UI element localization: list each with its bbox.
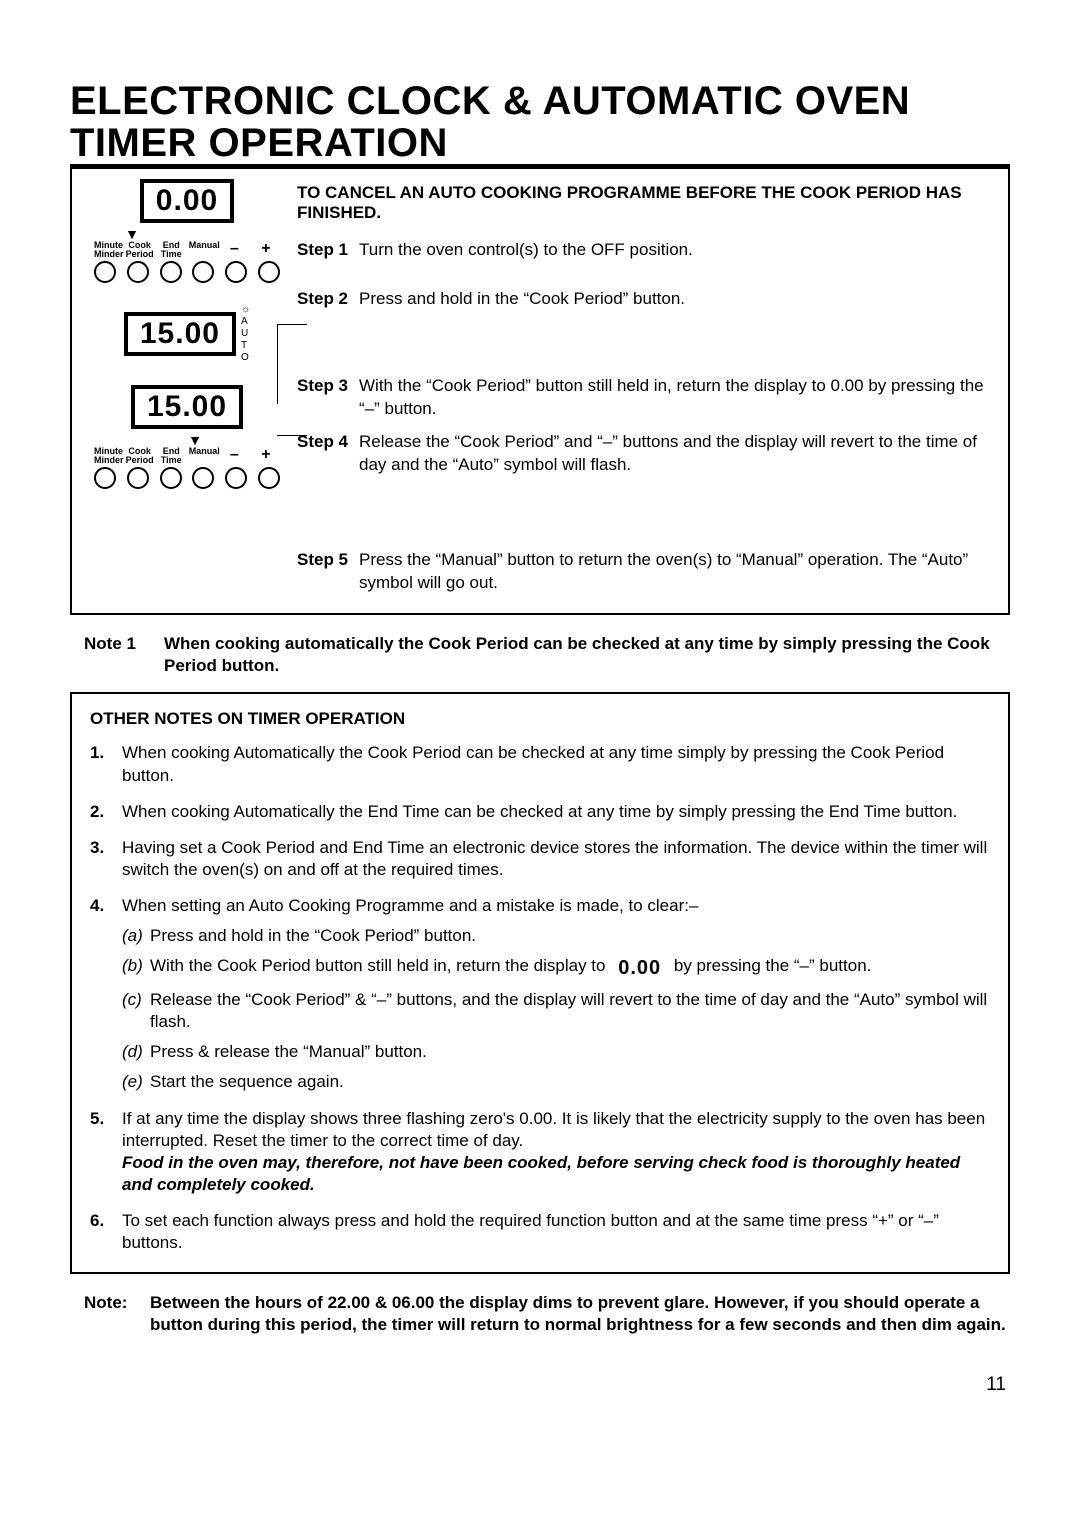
cancel-programme-box: 0.00 ▼ Minute Minder Cook Period End Tim…	[70, 167, 1010, 615]
item-number: 6.	[90, 1210, 122, 1254]
note-label: Note 1	[84, 633, 164, 679]
minus-label: –	[220, 241, 248, 259]
btn-label: End Time	[157, 447, 185, 465]
sub-text: Press and hold in the “Cook Period” butt…	[150, 925, 476, 947]
sub-letter: (b)	[122, 955, 150, 981]
arrow-down-icon: ▼	[125, 227, 139, 241]
sub-text: Release the “Cook Period” & “–” buttons,…	[150, 989, 990, 1033]
timer-knob	[160, 261, 182, 283]
step-text: Turn the oven control(s) to the OFF posi…	[359, 239, 990, 262]
timer-knob	[225, 467, 247, 489]
list-item: 2. When cooking Automatically the End Ti…	[90, 801, 990, 823]
sub-list-item: (d) Press & release the “Manual” button.	[122, 1041, 990, 1063]
warning-text: Food in the oven may, therefore, not hav…	[122, 1153, 960, 1194]
lcd-display-3: 15.00	[131, 385, 243, 429]
plus-label: +	[252, 241, 280, 259]
item-number: 3.	[90, 837, 122, 881]
note-label: Note:	[84, 1292, 150, 1336]
btn-label: Cook Period	[126, 447, 154, 465]
timer-knob	[160, 467, 182, 489]
timer-knob	[258, 261, 280, 283]
item-text: Having set a Cook Period and End Time an…	[122, 837, 990, 881]
step-row: Step 1 Turn the oven control(s) to the O…	[297, 239, 990, 262]
step-text: Press the “Manual” button to return the …	[359, 549, 990, 595]
box-subtitle: TO CANCEL AN AUTO COOKING PROGRAMME BEFO…	[297, 183, 990, 223]
timer-knob	[192, 261, 214, 283]
list-item: 3. Having set a Cook Period and End Time…	[90, 837, 990, 881]
step-row: Step 3 With the “Cook Period” button sti…	[297, 375, 990, 421]
step-text: Release the “Cook Period” and “–” button…	[359, 431, 990, 477]
step-label: Step 2	[297, 288, 359, 311]
timer-knob	[94, 261, 116, 283]
item-text: When setting an Auto Cooking Programme a…	[122, 895, 698, 917]
list-item: 5. If at any time the display shows thre…	[90, 1108, 990, 1196]
item-text: When cooking Automatically the End Time …	[122, 801, 957, 823]
lcd-display-2: 15.00	[124, 312, 236, 356]
lcd-display-1: 0.00	[140, 179, 234, 223]
timer-knob	[94, 467, 116, 489]
sub-text: Press & release the “Manual” button.	[150, 1041, 427, 1063]
timer-knob	[192, 467, 214, 489]
sub-letter: (c)	[122, 989, 150, 1033]
timer-knob	[258, 467, 280, 489]
item-number: 1.	[90, 742, 122, 786]
timer-knob	[127, 467, 149, 489]
btn-label: Cook Period	[126, 241, 154, 259]
step-label: Step 5	[297, 549, 359, 595]
timer-panel-1: 0.00 ▼ Minute Minder Cook Period End Tim…	[92, 179, 282, 283]
sub-letter: (a)	[122, 925, 150, 947]
item-number: 5.	[90, 1108, 122, 1196]
item-number: 2.	[90, 801, 122, 823]
note-2: Note: Between the hours of 22.00 & 06.00…	[84, 1292, 1010, 1336]
step-row: Step 2 Press and hold in the “Cook Perio…	[297, 288, 990, 311]
sub-letter: (e)	[122, 1071, 150, 1093]
btn-label: End Time	[157, 241, 185, 259]
timer-panel-2: 15.00 ☼AUTO	[92, 305, 282, 363]
item-text: When cooking Automatically the Cook Peri…	[122, 742, 990, 786]
note-text: When cooking automatically the Cook Peri…	[164, 633, 1010, 679]
sub-text: With the Cook Period button still held i…	[150, 955, 871, 981]
btn-label: Minute Minder	[94, 241, 122, 259]
timer-panel-3: 15.00 ▼ Minute Minder Cook Period End Ti…	[92, 385, 282, 489]
list-item: 4. When setting an Auto Cooking Programm…	[90, 895, 990, 917]
item-text: To set each function always press and ho…	[122, 1210, 990, 1254]
list-item: 6. To set each function always press and…	[90, 1210, 990, 1254]
step-text: Press and hold in the “Cook Period” butt…	[359, 288, 990, 311]
sub-letter: (d)	[122, 1041, 150, 1063]
minus-label: –	[220, 447, 248, 465]
step-row: Step 4 Release the “Cook Period” and “–”…	[297, 431, 990, 477]
step-text: With the “Cook Period” button still held…	[359, 375, 990, 421]
sub-list-item: (a) Press and hold in the “Cook Period” …	[122, 925, 990, 947]
sub-text: Start the sequence again.	[150, 1071, 344, 1093]
btn-label: Manual	[189, 447, 217, 465]
btn-label: Minute Minder	[94, 447, 122, 465]
step-row: Step 5 Press the “Manual” button to retu…	[297, 549, 990, 595]
list-item: 1. When cooking Automatically the Cook P…	[90, 742, 990, 786]
sub-list-item: (c) Release the “Cook Period” & “–” butt…	[122, 989, 990, 1033]
auto-symbol-icon: ☼AUTO	[241, 305, 250, 363]
sub-list-item: (b) With the Cook Period button still he…	[122, 955, 990, 981]
item-number: 4.	[90, 895, 122, 917]
step-label: Step 1	[297, 239, 359, 262]
btn-label: Manual	[189, 241, 217, 259]
arrow-down-icon: ▼	[188, 433, 202, 447]
sub-list-item: (e) Start the sequence again.	[122, 1071, 990, 1093]
page-number: 11	[70, 1374, 1010, 1396]
other-notes-box: OTHER NOTES ON TIMER OPERATION 1. When c…	[70, 692, 1010, 1274]
step-label: Step 4	[297, 431, 359, 477]
plus-label: +	[252, 447, 280, 465]
other-notes-title: OTHER NOTES ON TIMER OPERATION	[90, 708, 990, 730]
note-1: Note 1 When cooking automatically the Co…	[84, 633, 1010, 679]
timer-knob	[225, 261, 247, 283]
note-text: Between the hours of 22.00 & 06.00 the d…	[150, 1292, 1010, 1336]
inline-lcd-icon: 0.00	[618, 955, 661, 981]
timer-knob	[127, 261, 149, 283]
page-title: ELECTRONIC CLOCK & AUTOMATIC OVEN TIMER …	[70, 80, 1010, 167]
item-text: If at any time the display shows three f…	[122, 1108, 990, 1196]
